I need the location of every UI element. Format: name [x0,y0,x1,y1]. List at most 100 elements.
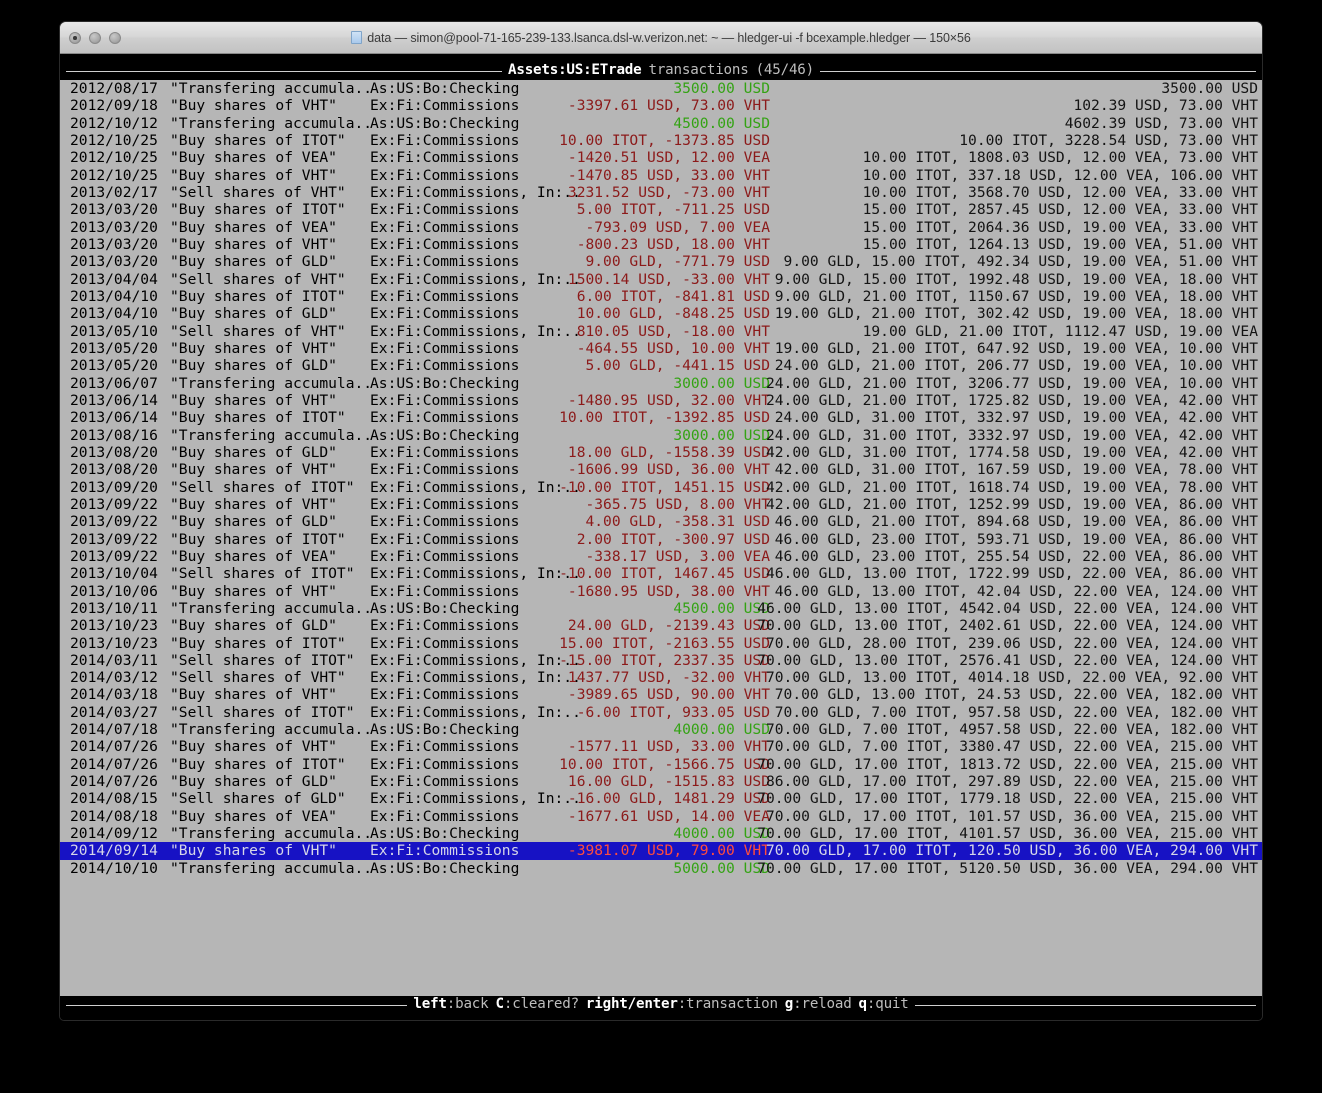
row-cell-description: "Buy shares of VHT" [170,235,337,253]
table-row[interactable]: 2013/05/10 "Sell shares of VHT" Ex:Fi:Comm… [60,323,1262,340]
row-cell-description: "Buy shares of GLD" [170,305,337,323]
row-cell-amount: 4.00 GLD, -358.31 USD [585,513,770,531]
row-cell-account: Ex:Fi:Commissions [370,305,520,323]
row-cell-date: 2013/08/16 [70,426,158,444]
table-row[interactable]: 2013/08/16 "Transfering accumula.. As:US:B… [60,427,1262,444]
table-row[interactable]: 2013/03/20 "Buy shares of VEA" Ex:Fi:Commi… [60,219,1262,236]
table-row[interactable]: 2013/09/22 "Buy shares of VHT" Ex:Fi:Commi… [60,496,1262,513]
table-row[interactable]: 2013/03/20 "Buy shares of VHT" Ex:Fi:Commi… [60,236,1262,253]
table-row[interactable]: 2013/10/23 "Buy shares of GLD" Ex:Fi:Commi… [60,617,1262,634]
table-row[interactable]: 2013/06/07 "Transfering accumula.. As:US:B… [60,375,1262,392]
row-cell-account: Ex:Fi:Commissions [370,357,520,375]
table-row[interactable]: 2012/10/25 "Buy shares of ITOT" Ex:Fi:Comm… [60,132,1262,149]
row-cell-balance: 102.39 USD, 73.00 VHT [1073,97,1258,115]
table-row[interactable]: 2013/03/20 "Buy shares of ITOT" Ex:Fi:Comm… [60,201,1262,218]
row-cell-amount: -1420.51 USD, 12.00 VEA [567,149,770,167]
row-cell-balance: 19.00 GLD, 21.00 ITOT, 647.92 USD, 19.00… [774,339,1258,357]
table-row[interactable]: 2014/09/14 "Buy shares of VHT" Ex:Fi:Commi… [60,842,1262,860]
row-cell-amount: 10.00 ITOT, -1373.85 USD [559,131,770,149]
table-row[interactable]: 2013/10/04 "Sell shares of ITOT" Ex:Fi:Com… [60,565,1262,582]
table-row[interactable]: 2013/04/10 "Buy shares of ITOT" Ex:Fi:Comm… [60,288,1262,305]
close-button[interactable] [69,32,81,44]
row-cell-balance: 70.00 GLD, 17.00 ITOT, 5120.50 USD, 36.0… [757,859,1258,877]
table-row[interactable]: 2014/08/18 "Buy shares of VEA" Ex:Fi:Commi… [60,808,1262,825]
row-cell-description: "Sell shares of VHT" [170,669,346,687]
row-cell-account: As:US:Bo:Checking [370,721,520,739]
hledger-footer-bar: left:back C:cleared? right/enter:transacti… [60,996,1262,1014]
table-row[interactable]: 2014/09/12 "Transfering accumula.. As:US:B… [60,825,1262,842]
table-row[interactable]: 2012/10/12 "Transfering accumula.. As:US:B… [60,115,1262,132]
row-cell-balance: 9.00 GLD, 21.00 ITOT, 1150.67 USD, 19.00… [774,287,1258,305]
table-row[interactable]: 2013/09/22 "Buy shares of ITOT" Ex:Fi:Comm… [60,531,1262,548]
row-cell-balance: 10.00 ITOT, 3568.70 USD, 12.00 VEA, 33.0… [862,183,1258,201]
row-cell-amount: -6.00 ITOT, 933.05 USD [576,703,770,721]
table-row[interactable]: 2013/09/22 "Buy shares of VEA" Ex:Fi:Commi… [60,548,1262,565]
table-row[interactable]: 2014/03/18 "Buy shares of VHT" Ex:Fi:Commi… [60,686,1262,703]
table-row[interactable]: 2012/10/25 "Buy shares of VHT" Ex:Fi:Commi… [60,167,1262,184]
table-row[interactable]: 2013/09/22 "Buy shares of GLD" Ex:Fi:Commi… [60,513,1262,530]
table-row[interactable]: 2014/07/18 "Transfering accumula.. As:US:B… [60,721,1262,738]
row-cell-amount: -15.00 ITOT, 2337.35 USD [559,651,770,669]
row-cell-description: "Buy shares of ITOT" [170,201,346,219]
table-row[interactable]: 2013/03/20 "Buy shares of GLD" Ex:Fi:Commi… [60,253,1262,270]
table-row[interactable]: 2014/03/12 "Sell shares of VHT" Ex:Fi:Comm… [60,669,1262,686]
row-cell-description: "Sell shares of VHT" [170,270,346,288]
table-row[interactable]: 2013/10/11 "Transfering accumula.. As:US:B… [60,600,1262,617]
table-row[interactable]: 2014/10/10 "Transfering accumula.. As:US:B… [60,860,1262,877]
row-cell-description: "Buy shares of VHT" [170,842,337,860]
row-cell-balance: 70.00 GLD, 17.00 ITOT, 120.50 USD, 36.00… [765,842,1258,860]
row-cell-date: 2014/03/11 [70,651,158,669]
terminal-window: data — simon@pool-71-165-239-133.lsanca.… [60,22,1262,1020]
row-cell-account: Ex:Fi:Commissions, In:.. [370,478,581,496]
table-row[interactable]: 2012/09/18 "Buy shares of VHT" Ex:Fi:Commi… [60,97,1262,114]
row-cell-account: As:US:Bo:Checking [370,80,520,97]
table-row[interactable]: 2013/05/20 "Buy shares of GLD" Ex:Fi:Commi… [60,357,1262,374]
row-cell-account: Ex:Fi:Commissions [370,807,520,825]
window-titlebar[interactable]: data — simon@pool-71-165-239-133.lsanca.… [60,22,1262,54]
table-row[interactable]: 2013/06/14 "Buy shares of ITOT" Ex:Fi:Comm… [60,409,1262,426]
row-cell-description: "Buy shares of VHT" [170,391,337,409]
terminal-screen: Assets:US:ETrade transactions (45/46) 20… [60,54,1262,1020]
table-row[interactable]: 2012/08/17 "Transfering accumula.. As:US:B… [60,80,1262,97]
table-row[interactable]: 2013/08/20 "Buy shares of VHT" Ex:Fi:Commi… [60,461,1262,478]
table-row[interactable]: 2013/06/14 "Buy shares of VHT" Ex:Fi:Commi… [60,392,1262,409]
table-row[interactable]: 2014/03/11 "Sell shares of ITOT" Ex:Fi:Com… [60,652,1262,669]
transaction-list[interactable]: 2012/08/17 "Transfering accumula.. As:US:B… [60,80,1262,996]
row-cell-balance: 70.00 GLD, 13.00 ITOT, 2576.41 USD, 22.0… [757,651,1258,669]
row-cell-balance: 4602.39 USD, 73.00 VHT [1064,114,1258,132]
table-row[interactable]: 2013/08/20 "Buy shares of GLD" Ex:Fi:Commi… [60,444,1262,461]
row-cell-amount: 3231.52 USD, -73.00 VHT [567,183,770,201]
table-row[interactable]: 2014/07/26 "Buy shares of VHT" Ex:Fi:Commi… [60,738,1262,755]
table-row[interactable]: 2013/10/06 "Buy shares of VHT" Ex:Fi:Commi… [60,583,1262,600]
table-row[interactable]: 2012/10/25 "Buy shares of VEA" Ex:Fi:Commi… [60,149,1262,166]
row-cell-balance: 3500.00 USD [1161,80,1258,97]
shortcut-key: left [413,996,447,1013]
table-row[interactable]: 2013/04/10 "Buy shares of GLD" Ex:Fi:Commi… [60,305,1262,322]
shortcut-item[interactable]: q:quit [859,996,909,1012]
row-cell-balance: 42.00 GLD, 21.00 ITOT, 1618.74 USD, 19.0… [765,478,1258,496]
minimize-button[interactable] [89,32,101,44]
table-row[interactable]: 2014/07/26 "Buy shares of GLD" Ex:Fi:Commi… [60,773,1262,790]
row-cell-date: 2013/05/20 [70,339,158,357]
zoom-button[interactable] [109,32,121,44]
table-row[interactable]: 2013/04/04 "Sell shares of VHT" Ex:Fi:Comm… [60,271,1262,288]
table-row[interactable]: 2013/05/20 "Buy shares of VHT" Ex:Fi:Commi… [60,340,1262,357]
row-cell-date: 2013/03/20 [70,253,158,271]
row-cell-account: As:US:Bo:Checking [370,374,520,392]
row-cell-date: 2014/03/27 [70,703,158,721]
table-row[interactable]: 2013/09/20 "Sell shares of ITOT" Ex:Fi:Com… [60,479,1262,496]
row-cell-account: Ex:Fi:Commissions [370,582,520,600]
shortcut-item[interactable]: left:back [413,996,488,1012]
table-row[interactable]: 2014/07/26 "Buy shares of ITOT" Ex:Fi:Comm… [60,756,1262,773]
table-row[interactable]: 2014/03/27 "Sell shares of ITOT" Ex:Fi:Com… [60,704,1262,721]
table-row[interactable]: 2014/08/15 "Sell shares of GLD" Ex:Fi:Comm… [60,790,1262,807]
table-row[interactable]: 2013/10/23 "Buy shares of ITOT" Ex:Fi:Comm… [60,635,1262,652]
row-cell-account: Ex:Fi:Commissions, In:.. [370,669,581,687]
shortcut-item[interactable]: right/enter:transaction [586,996,778,1012]
shortcut-item[interactable]: g:reload [785,996,852,1012]
shortcut-item[interactable]: C:cleared? [496,996,580,1012]
row-cell-amount: 3000.00 USD [673,426,770,444]
row-cell-balance: 70.00 GLD, 13.00 ITOT, 24.53 USD, 22.00 … [774,686,1258,704]
table-row[interactable]: 2013/02/17 "Sell shares of VHT" Ex:Fi:Comm… [60,184,1262,201]
row-cell-description: "Buy shares of VEA" [170,149,337,167]
